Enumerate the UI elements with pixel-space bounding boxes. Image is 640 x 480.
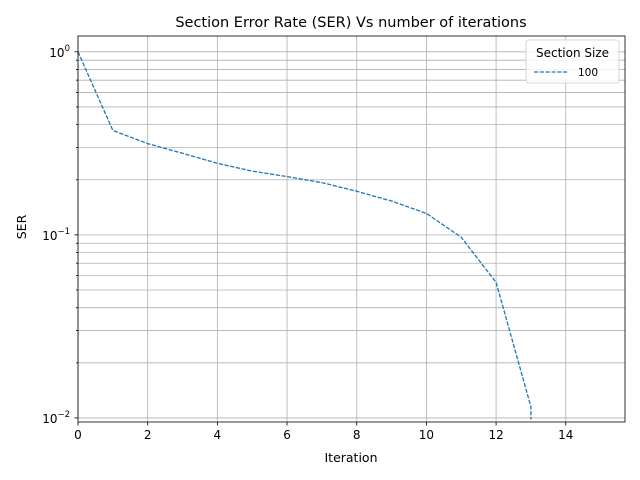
x-tick-label: 8 [353,428,361,442]
x-tick-label: 10 [419,428,434,442]
x-axis-label: Iteration [324,450,377,465]
x-tick-label: 12 [488,428,503,442]
y-axis-label: SER [14,214,29,239]
legend-entry-label: 100 [578,67,598,79]
x-tick-label: 2 [144,428,152,442]
plot-frame [77,35,626,423]
legend-title: Section Size [536,46,609,60]
x-tick-label: 14 [558,428,573,442]
x-tick-label: 0 [74,428,82,442]
x-tick-label: 4 [214,428,222,442]
y-tick-label: 10−1 [42,227,70,243]
y-tick-label: 10−2 [42,410,70,426]
series-layer [77,51,532,420]
chart-title: Section Error Rate (SER) Vs number of it… [175,15,526,31]
x-tick-label: 6 [283,428,291,442]
grid-lines [77,36,625,422]
y-tick-label: 100 [49,44,70,60]
series-line-100 [77,51,532,420]
legend: Section Size 100 [525,39,620,84]
